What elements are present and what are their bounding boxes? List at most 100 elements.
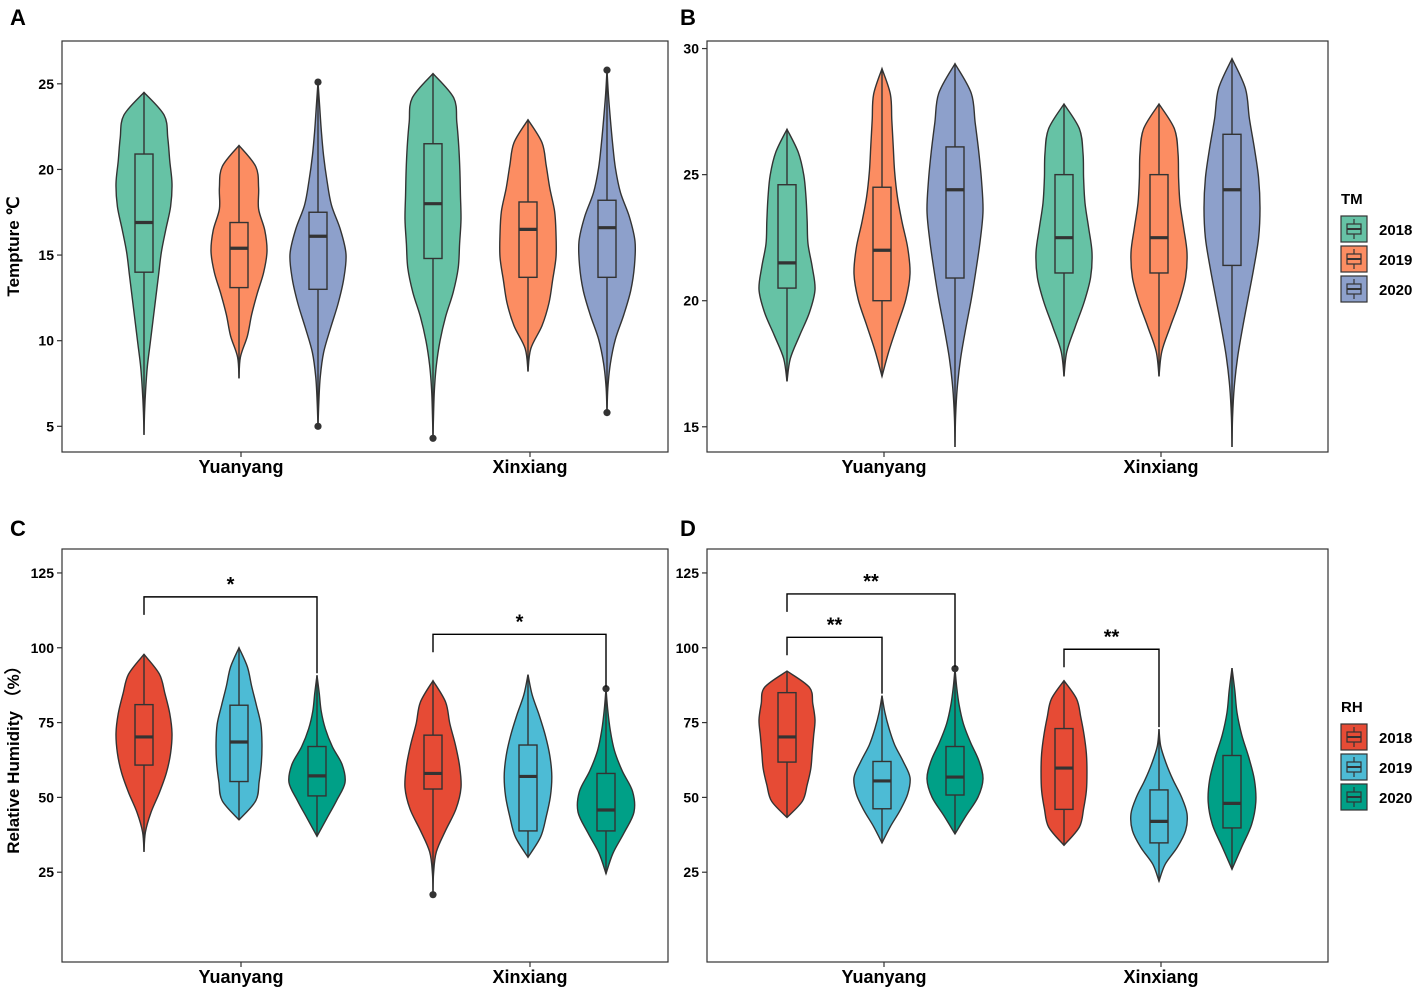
- violin-group: [289, 78, 347, 430]
- box-iqr: [597, 199, 617, 279]
- legend-key: [1340, 783, 1368, 811]
- y-tick-label: 125: [676, 565, 700, 581]
- legend-label: 2019: [1379, 760, 1412, 777]
- violin-group: [210, 144, 268, 379]
- bracket-line: [143, 596, 318, 674]
- legend-key: [1340, 215, 1368, 243]
- y-tick-label: 100: [31, 640, 55, 656]
- violin-group: [1129, 729, 1189, 884]
- violin-group: [1040, 679, 1088, 847]
- panel-c: C 25 50 75 100 125 Yuanyang Xinxiang Relative Hu…: [3, 516, 669, 987]
- bracket-line: [786, 636, 883, 694]
- box-iqr: [872, 186, 892, 302]
- box-iqr: [518, 201, 538, 279]
- legend-rh: RH 2018 2019 2020: [1340, 699, 1412, 811]
- violin-group: [404, 72, 462, 442]
- legend-title: TM: [1341, 191, 1363, 208]
- box-iqr: [307, 745, 327, 797]
- box-iqr: [1149, 173, 1169, 274]
- panel-a: A 5 10 15 20 25 Yuanyang Xinxiang Tempture ℃: [4, 5, 669, 477]
- violin-group: [503, 674, 553, 859]
- y-tick-label: 75: [683, 715, 699, 731]
- x-category-label: Xinxiang: [1123, 967, 1198, 987]
- box-iqr: [945, 745, 965, 796]
- significance-bracket: **: [1063, 626, 1160, 728]
- violin-group: [1035, 102, 1093, 377]
- y-tick-label: 100: [676, 640, 700, 656]
- legend-key: [1340, 245, 1368, 273]
- x-category-label: Xinxiang: [1123, 457, 1198, 477]
- y-tick-label: 25: [38, 864, 54, 880]
- panel-label: C: [10, 516, 26, 541]
- legend-label: 2020: [1379, 282, 1412, 299]
- violin-group: [577, 66, 637, 417]
- outlier-point: [603, 66, 611, 74]
- violin-group: [926, 62, 984, 447]
- y-axis-title: Relative Humidity （%）: [3, 657, 23, 854]
- box-iqr: [777, 184, 797, 289]
- significance-bracket: *: [432, 611, 607, 687]
- outlier-point: [429, 434, 437, 442]
- y-axis-title: Tempture ℃: [4, 196, 23, 296]
- y-tick-label: 10: [38, 333, 54, 349]
- violin-group: [498, 118, 558, 372]
- y-tick-label: 15: [683, 419, 699, 435]
- x-category-label: Xinxiang: [492, 457, 567, 477]
- violin-group: [1207, 668, 1257, 871]
- bracket-line: [786, 593, 956, 667]
- panel-label: B: [680, 5, 696, 30]
- box-iqr: [1149, 789, 1169, 844]
- x-category-label: Xinxiang: [492, 967, 567, 987]
- significance-bracket: **: [786, 614, 883, 694]
- outlier-point: [314, 78, 322, 86]
- y-tick-label: 20: [683, 293, 699, 309]
- box-iqr: [1054, 173, 1074, 274]
- legend-label: 2020: [1379, 790, 1412, 807]
- violin-group: [404, 679, 462, 899]
- box-iqr: [777, 691, 797, 763]
- panel-label: D: [680, 516, 696, 541]
- legend-title: RH: [1341, 699, 1363, 716]
- x-category-label: Yuanyang: [198, 967, 283, 987]
- y-tick-label: 5: [46, 418, 54, 434]
- outlier-point: [429, 891, 437, 899]
- y-tick-label: 20: [38, 161, 54, 177]
- y-tick-label: 25: [683, 167, 699, 183]
- violin-group: [115, 653, 173, 852]
- significance-label: **: [1104, 626, 1120, 648]
- y-tick-label: 50: [683, 789, 699, 805]
- significance-label: *: [227, 574, 235, 596]
- significance-label: *: [516, 611, 524, 633]
- panel-d: D 25 50 75 100 125 Yuanyang Xinxiang ** ** **: [676, 516, 1329, 987]
- y-tick-label: 25: [38, 76, 54, 92]
- box-iqr: [423, 143, 443, 260]
- violin-group: [288, 675, 346, 838]
- box-iqr: [518, 744, 538, 832]
- legend-key: [1340, 723, 1368, 751]
- legend-label: 2018: [1379, 730, 1412, 747]
- outlier-point: [314, 422, 322, 430]
- violin-group: [926, 665, 984, 836]
- significance-label: **: [863, 571, 879, 593]
- violin-group: [215, 646, 263, 821]
- violin-group: [115, 91, 173, 435]
- panel-b: B 15 20 25 30 Yuanyang Xinxiang: [680, 5, 1329, 477]
- box-iqr: [945, 146, 965, 279]
- significance-bracket: **: [786, 571, 956, 667]
- y-tick-label: 25: [683, 864, 699, 880]
- x-category-label: Yuanyang: [841, 967, 926, 987]
- violin-group: [1203, 56, 1261, 447]
- significance-label: **: [827, 614, 843, 636]
- box-iqr: [308, 211, 328, 291]
- x-category-label: Yuanyang: [841, 457, 926, 477]
- y-tick-label: 50: [38, 789, 54, 805]
- violin-group: [576, 685, 636, 876]
- box-iqr: [872, 760, 892, 810]
- legend-tm: TM 2018 2019 2020: [1340, 191, 1412, 303]
- violin-group: [1130, 102, 1188, 377]
- bracket-line: [1063, 648, 1160, 728]
- x-category-label: Yuanyang: [198, 457, 283, 477]
- legend-label: 2018: [1379, 222, 1412, 239]
- outlier-point: [951, 665, 959, 673]
- significance-bracket: *: [143, 574, 318, 674]
